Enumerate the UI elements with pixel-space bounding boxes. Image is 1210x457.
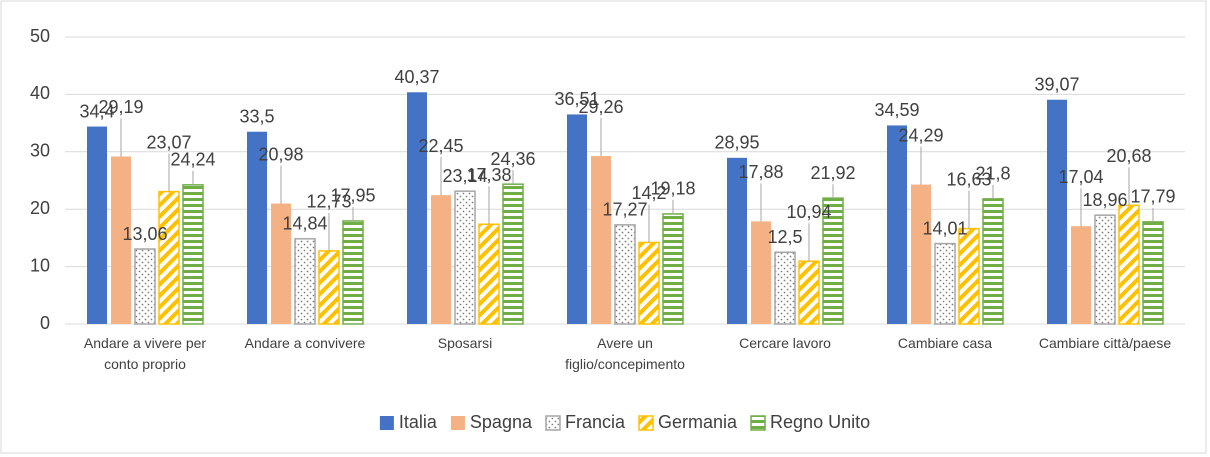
bar	[591, 156, 611, 324]
data-label: 22,45	[418, 136, 463, 156]
bar	[407, 92, 427, 324]
bar	[87, 126, 107, 324]
data-label: 21,92	[810, 163, 855, 183]
data-label: 34,4	[79, 101, 114, 121]
legend-label: Spagna	[470, 412, 533, 432]
data-label: 17,95	[330, 186, 375, 206]
legend: Italia Spagna Francia Germania Regno Unito	[379, 412, 870, 432]
bar	[774, 251, 796, 325]
y-tick-label: 30	[30, 141, 50, 161]
y-tick-label: 10	[30, 255, 50, 275]
legend-label: Francia	[565, 412, 626, 432]
data-label: 19,18	[650, 179, 695, 199]
bar	[1094, 214, 1116, 325]
y-tick-label: 40	[30, 83, 50, 103]
bar	[318, 250, 340, 325]
bar	[662, 213, 684, 325]
bar	[751, 221, 771, 324]
data-label: 17,38	[466, 165, 511, 185]
x-tick-label: Andare a vivere per conto proprio	[84, 335, 207, 372]
bar	[111, 156, 131, 324]
legend-label: Regno Unito	[770, 412, 870, 432]
data-label: 36,51	[554, 89, 599, 109]
data-label: 23,14	[442, 166, 487, 186]
data-label: 29,19	[98, 97, 143, 117]
bar	[958, 227, 980, 325]
legend-swatch	[750, 415, 766, 431]
data-label: 24,24	[170, 150, 215, 170]
bar	[1118, 204, 1140, 325]
legend-swatch	[638, 415, 654, 431]
legend-swatch	[450, 416, 465, 430]
y-tick-label: 20	[30, 198, 50, 218]
data-label: 13,06	[122, 224, 167, 244]
data-label: 24,29	[898, 125, 943, 145]
bar	[1142, 221, 1164, 325]
bar	[798, 260, 820, 325]
legend-swatch	[545, 415, 561, 431]
legend-label: Germania	[658, 412, 738, 432]
data-label: 14,84	[282, 214, 327, 234]
data-label: 10,94	[786, 202, 831, 222]
x-tick-label: Cambiare casa	[898, 335, 992, 351]
bar	[158, 190, 180, 325]
data-label: 40,37	[394, 67, 439, 87]
bar	[567, 114, 587, 324]
bar	[934, 242, 956, 325]
data-label: 21,8	[975, 164, 1010, 184]
data-label: 16,63	[946, 169, 991, 189]
data-label: 17,88	[738, 162, 783, 182]
data-label: 12,5	[767, 227, 802, 247]
data-label: 18,96	[1082, 190, 1127, 210]
data-label: 24,36	[490, 149, 535, 169]
bar	[1071, 226, 1091, 324]
data-label: 20,68	[1106, 146, 1151, 166]
y-tick-label: 0	[40, 313, 50, 333]
bar	[614, 224, 636, 325]
bar	[982, 198, 1004, 325]
data-label: 14,01	[922, 218, 967, 238]
bar	[638, 241, 660, 325]
y-tick-label: 50	[30, 26, 50, 46]
bar	[727, 157, 747, 324]
bar	[247, 131, 267, 324]
bar	[911, 184, 931, 324]
bar	[271, 203, 291, 324]
data-label: 17,04	[1058, 167, 1103, 187]
data-label: 33,5	[239, 106, 274, 126]
x-tick-label: Cercare lavoro	[739, 335, 831, 351]
data-label: 29,26	[578, 97, 623, 117]
bar	[294, 238, 316, 325]
x-tick-label: Sposarsi	[438, 335, 492, 351]
bar	[182, 184, 204, 325]
data-label: 28,95	[714, 133, 759, 153]
legend-swatch	[379, 416, 394, 430]
x-tick-label: Andare a convivere	[245, 335, 366, 351]
bar	[502, 183, 524, 325]
data-label: 23,07	[146, 132, 191, 152]
bar	[454, 190, 476, 325]
bar	[478, 223, 500, 325]
bar	[431, 195, 451, 324]
data-label: 17,27	[602, 200, 647, 220]
data-label: 20,98	[258, 144, 303, 164]
legend-label: Italia	[399, 412, 438, 432]
bar	[887, 125, 907, 324]
data-label: 14,2	[631, 183, 666, 203]
data-label: 34,59	[874, 100, 919, 120]
data-label: 39,07	[1034, 74, 1079, 94]
data-label: 12,73	[306, 192, 351, 212]
bar	[134, 248, 156, 325]
bar	[1047, 99, 1067, 325]
data-label: 17,79	[1130, 187, 1175, 207]
bar	[342, 220, 364, 325]
x-tick-label: Cambiare città/paese	[1039, 335, 1172, 351]
x-tick-label: Avere un figlio/concepimento	[565, 335, 685, 372]
